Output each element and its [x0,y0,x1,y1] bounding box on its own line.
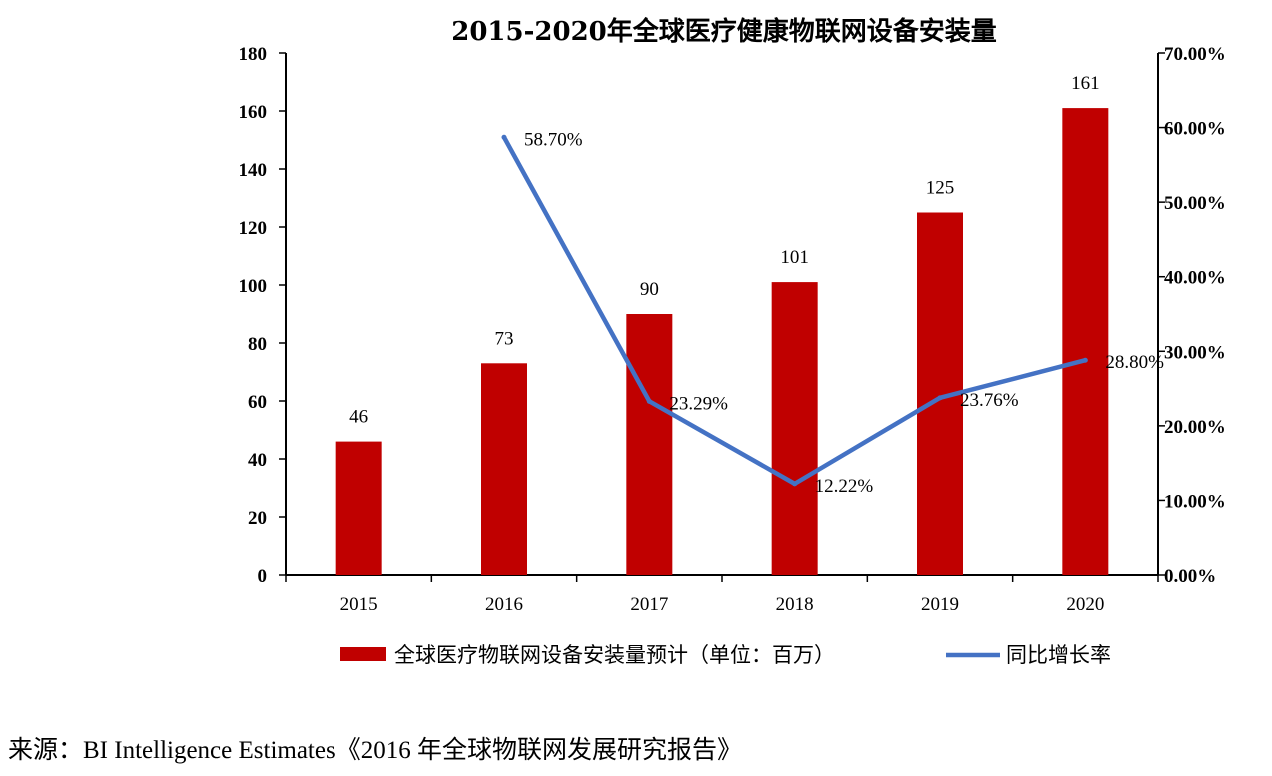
chart: 2015-2020年全球医疗健康物联网设备安装量 0 20 40 60 80 100 120… [239,16,1226,667]
bar [626,314,673,575]
x-axis-tick-label: 2016 [485,594,523,615]
growth-rate-data-label: 23.29% [669,393,728,414]
source-note: 来源：BI Intelligence Estimates《2016 年全球物联网… [8,737,742,764]
growth-rate-data-label: 23.76% [960,390,1019,411]
growth-rate-point [937,395,943,401]
legend-line-label: 同比增长率 [1006,643,1111,667]
x-axis-tick-label: 2015 [340,594,378,615]
bar [1062,108,1109,575]
growth-rate-data-label: 12.22% [815,476,874,497]
left-axis-tick-label: 120 [239,218,268,239]
growth-rate-point [501,134,507,140]
right-axis-tick-label: 0.00% [1164,566,1216,587]
growth-rate-data-label: 28.80% [1105,352,1164,373]
bar [335,441,382,575]
growth-rate-point [792,481,798,487]
left-axis-tick-label: 180 [239,44,268,65]
right-axis-tick-label: 30.00% [1164,342,1226,363]
bar-data-label: 73 [495,328,514,349]
growth-rate-point [646,398,652,404]
right-axis-tick-label: 50.00% [1164,193,1226,214]
left-axis-tick-label: 160 [239,102,268,123]
left-axis-tick-label: 40 [248,450,267,471]
right-axis-tick-label: 20.00% [1164,417,1226,438]
right-axis-tick-label: 70.00% [1164,44,1226,65]
left-axis-tick-label: 100 [239,276,268,297]
right-axis-tick-label: 10.00% [1164,491,1226,512]
left-axis-tick-label: 0 [258,566,268,587]
left-axis-tick-label: 60 [248,392,267,413]
bar-data-label: 101 [780,247,809,268]
x-axis-tick-label: 2019 [921,594,959,615]
bar [771,282,818,575]
legend-bar-label: 全球医疗物联网设备安装量预计（单位：百万） [394,643,835,667]
growth-rate-point [1082,357,1088,363]
x-axis-tick-label: 2018 [776,594,814,615]
bar [481,363,527,575]
legend-bar-swatch [340,647,386,661]
bar-data-label: 46 [349,407,368,428]
right-axis-tick-label: 60.00% [1164,119,1226,140]
bar-data-label: 90 [640,279,659,300]
chart-title: 2015-2020年全球医疗健康物联网设备安装量 [451,16,997,47]
left-axis-tick-label: 20 [248,508,267,529]
left-axis-tick-label: 80 [248,334,267,355]
right-axis-tick-label: 40.00% [1164,268,1226,289]
bar-data-label: 125 [926,178,955,199]
left-axis-tick-label: 140 [239,160,268,181]
growth-rate-data-label: 58.70% [524,129,583,150]
bar-data-label: 161 [1071,73,1100,94]
x-axis-tick-label: 2020 [1066,594,1104,615]
x-axis-tick-label: 2017 [630,594,668,615]
